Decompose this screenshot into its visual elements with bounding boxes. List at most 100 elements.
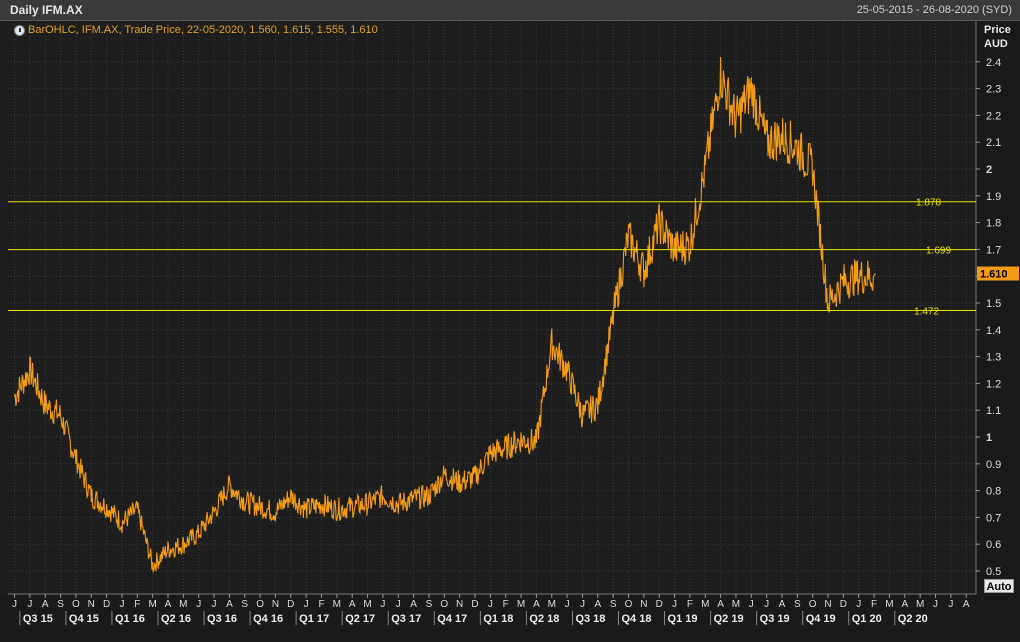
x-axis-panel <box>0 594 1020 642</box>
price-series-line <box>13 56 877 574</box>
month-tick-label: F <box>318 599 324 610</box>
quarter-tick-label: Q2 17 <box>345 613 375 625</box>
chart-title: Daily IFM.AX <box>10 3 83 17</box>
legend-text: BarOHLC, IFM.AX, Trade Price, 22-05-2020… <box>28 24 378 36</box>
quarter-tick-label: Q2 20 <box>898 613 928 625</box>
month-tick-label: J <box>933 599 938 610</box>
month-tick-label: J <box>304 599 309 610</box>
quarter-tick-label: Q1 20 <box>852 613 882 625</box>
reference-line-label: 1.878 <box>916 198 941 209</box>
month-tick-label: N <box>640 599 647 610</box>
month-tick-label: F <box>871 599 877 610</box>
month-tick-label: N <box>824 599 831 610</box>
month-tick-label: A <box>42 599 49 610</box>
y-axis-title: Price <box>984 24 1011 36</box>
month-tick-label: A <box>165 599 172 610</box>
quarter-tick-label: Q1 17 <box>299 613 329 625</box>
quarter-tick-label: Q1 18 <box>483 613 513 625</box>
month-tick-label: S <box>57 599 64 610</box>
month-tick-label: A <box>410 599 417 610</box>
month-tick-label: S <box>794 599 801 610</box>
quarter-tick-label: Q4 19 <box>806 613 836 625</box>
month-tick-label: J <box>580 599 585 610</box>
quarter-tick-label: Q4 16 <box>253 613 283 625</box>
month-tick-label: J <box>119 599 124 610</box>
month-tick-label: A <box>594 599 601 610</box>
y-tick-label: 2.3 <box>986 84 1001 96</box>
month-tick-label: J <box>749 599 754 610</box>
quarter-tick-label: Q3 19 <box>760 613 790 625</box>
quarter-tick-label: Q2 18 <box>529 613 559 625</box>
y-tick-label: 1.8 <box>986 218 1001 230</box>
series-legend[interactable]: BarOHLC, IFM.AX, Trade Price, 22-05-2020… <box>14 22 378 38</box>
month-tick-label: J <box>212 599 217 610</box>
month-tick-label: D <box>471 599 478 610</box>
month-tick-label: O <box>809 599 817 610</box>
axis-auto-button[interactable]: Auto <box>984 579 1014 593</box>
month-tick-label: J <box>27 599 32 610</box>
month-tick-label: S <box>426 599 433 610</box>
month-tick-label: J <box>856 599 861 610</box>
month-tick-label: S <box>241 599 248 610</box>
quarter-tick-label: Q4 18 <box>622 613 652 625</box>
month-tick-label: D <box>840 599 847 610</box>
y-tick-label: 1.4 <box>986 325 1001 337</box>
quarter-tick-label: Q3 15 <box>23 613 53 625</box>
y-tick-label: 0.6 <box>986 539 1001 551</box>
last-price-label: 1.610 <box>980 269 1008 281</box>
y-tick-label: 2.1 <box>986 137 1001 149</box>
quarter-tick-label: Q3 17 <box>391 613 421 625</box>
month-tick-label: M <box>363 599 371 610</box>
y-tick-label: 1 <box>986 432 992 444</box>
month-tick-label: A <box>226 599 233 610</box>
month-tick-label: J <box>764 599 769 610</box>
y-tick-label: 1.3 <box>986 352 1001 364</box>
month-tick-label: O <box>256 599 264 610</box>
month-tick-label: M <box>333 599 341 610</box>
month-tick-label: M <box>701 599 709 610</box>
month-tick-label: D <box>287 599 294 610</box>
month-tick-label: A <box>717 599 724 610</box>
month-tick-label: A <box>901 599 908 610</box>
reference-line-label: 1.472 <box>914 307 939 318</box>
y-tick-label: 1.1 <box>986 405 1001 417</box>
month-tick-label: O <box>72 599 80 610</box>
settings-circle-icon[interactable] <box>14 24 25 36</box>
title-bar: Daily IFM.AX 25-05-2015 - 26-08-2020 (SY… <box>0 0 1020 21</box>
month-tick-label: F <box>134 599 140 610</box>
quarter-tick-label: Q1 16 <box>115 613 145 625</box>
month-tick-label: J <box>12 599 17 610</box>
month-tick-label: J <box>565 599 570 610</box>
quarter-tick-label: Q3 18 <box>575 613 605 625</box>
month-tick-label: M <box>885 599 893 610</box>
month-tick-label: J <box>380 599 385 610</box>
y-tick-label: 1.5 <box>986 298 1001 310</box>
month-tick-label: M <box>517 599 525 610</box>
y-axis-unit: AUD <box>984 38 1008 50</box>
quarter-tick-label: Q4 15 <box>69 613 99 625</box>
y-tick-label: 0.9 <box>986 459 1001 471</box>
month-tick-label: M <box>548 599 556 610</box>
month-tick-label: A <box>349 599 356 610</box>
month-tick-label: A <box>963 599 970 610</box>
date-range: 25-05-2015 - 26-08-2020 (SYD) <box>856 4 1012 16</box>
y-tick-label: 2.4 <box>986 57 1001 69</box>
month-tick-label: O <box>440 599 448 610</box>
month-tick-label: F <box>687 599 693 610</box>
y-tick-label: 1.9 <box>986 191 1001 203</box>
month-tick-label: D <box>103 599 110 610</box>
quarter-tick-label: Q1 19 <box>668 613 698 625</box>
month-tick-label: J <box>488 599 493 610</box>
month-tick-label: M <box>732 599 740 610</box>
month-tick-label: J <box>672 599 677 610</box>
month-tick-label: M <box>179 599 187 610</box>
quarter-tick-label: Q2 16 <box>161 613 191 625</box>
plot-area <box>8 21 976 594</box>
quarter-tick-label: Q3 16 <box>207 613 237 625</box>
month-tick-label: D <box>656 599 663 610</box>
month-tick-label: N <box>88 599 95 610</box>
y-axis-panel <box>976 21 1020 594</box>
month-tick-label: O <box>625 599 633 610</box>
